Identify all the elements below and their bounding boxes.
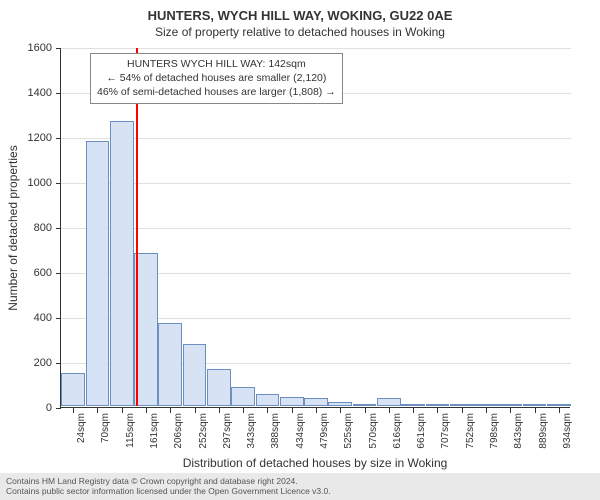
footer-line-1: Contains HM Land Registry data © Crown c… — [6, 476, 594, 487]
histogram-bar — [110, 121, 134, 406]
xtick-mark — [292, 408, 293, 413]
ytick-mark — [56, 318, 61, 319]
xtick-label: 161sqm — [149, 413, 160, 449]
histogram-bar — [231, 387, 255, 406]
histogram-bar — [183, 344, 207, 406]
xtick-label: 297sqm — [222, 413, 233, 449]
ytick-mark — [56, 183, 61, 184]
xtick-label: 206sqm — [173, 413, 184, 449]
xtick-label: 707sqm — [440, 413, 451, 449]
xtick-label: 115sqm — [125, 413, 136, 448]
xtick-label: 70sqm — [100, 413, 111, 443]
histogram-bar — [377, 398, 401, 406]
xtick-label: 661sqm — [416, 413, 427, 449]
xtick-label: 252sqm — [198, 413, 209, 449]
histogram-bar — [474, 404, 498, 406]
xtick-label: 752sqm — [465, 413, 476, 449]
histogram-bar — [158, 323, 182, 406]
ytick-label: 1400 — [0, 87, 52, 99]
xtick-mark — [535, 408, 536, 413]
xtick-mark — [437, 408, 438, 413]
ytick-mark — [56, 48, 61, 49]
xtick-label: 570sqm — [368, 413, 379, 449]
histogram-bar — [426, 404, 450, 406]
xtick-label: 525sqm — [343, 413, 354, 449]
histogram-bar — [256, 394, 280, 406]
footer: Contains HM Land Registry data © Crown c… — [0, 473, 600, 500]
ytick-label: 1000 — [0, 177, 52, 189]
ytick-mark — [56, 138, 61, 139]
histogram-bar — [328, 402, 352, 407]
xtick-mark — [219, 408, 220, 413]
xtick-label: 24sqm — [76, 413, 87, 443]
xtick-mark — [170, 408, 171, 413]
xtick-label: 889sqm — [538, 413, 549, 449]
chart-title: HUNTERS, WYCH HILL WAY, WOKING, GU22 0AE — [0, 0, 600, 23]
xtick-label: 343sqm — [246, 413, 257, 449]
info-line-2: ← 54% of detached houses are smaller (2,… — [97, 71, 336, 85]
xtick-mark — [486, 408, 487, 413]
histogram-bar — [353, 404, 377, 406]
ytick-label: 1200 — [0, 132, 52, 144]
xtick-mark — [146, 408, 147, 413]
ytick-mark — [56, 363, 61, 364]
histogram-bar — [61, 373, 85, 406]
xtick-mark — [510, 408, 511, 413]
footer-line-2: Contains public sector information licen… — [6, 486, 594, 497]
histogram-bar — [547, 404, 571, 406]
info-line-3: 46% of semi-detached houses are larger (… — [97, 85, 336, 99]
ytick-mark — [56, 408, 61, 409]
xtick-mark — [340, 408, 341, 413]
info-box: HUNTERS WYCH HILL WAY: 142sqm ← 54% of d… — [90, 53, 343, 104]
ytick-label: 200 — [0, 357, 52, 369]
xtick-label: 934sqm — [562, 413, 573, 449]
xtick-label: 434sqm — [295, 413, 306, 449]
xtick-mark — [413, 408, 414, 413]
chart-container: HUNTERS, WYCH HILL WAY, WOKING, GU22 0AE… — [0, 0, 600, 500]
histogram-bar — [280, 397, 304, 406]
ytick-mark — [56, 228, 61, 229]
histogram-bar — [304, 398, 328, 406]
xtick-mark — [122, 408, 123, 413]
ytick-label: 600 — [0, 267, 52, 279]
ytick-label: 0 — [0, 402, 52, 414]
ytick-label: 1600 — [0, 42, 52, 54]
histogram-bar — [86, 141, 110, 407]
histogram-bar — [523, 404, 547, 406]
info-line-1: HUNTERS WYCH HILL WAY: 142sqm — [97, 57, 336, 71]
ytick-label: 800 — [0, 222, 52, 234]
histogram-bar — [450, 404, 474, 406]
xtick-mark — [267, 408, 268, 413]
xtick-mark — [316, 408, 317, 413]
xtick-mark — [389, 408, 390, 413]
ytick-mark — [56, 93, 61, 94]
xtick-label: 843sqm — [513, 413, 524, 449]
xtick-mark — [243, 408, 244, 413]
histogram-bar — [498, 404, 522, 406]
chart-area: 24sqm70sqm115sqm161sqm206sqm252sqm297sqm… — [60, 48, 570, 408]
xtick-mark — [97, 408, 98, 413]
ytick-mark — [56, 273, 61, 274]
ytick-label: 400 — [0, 312, 52, 324]
chart-subtitle: Size of property relative to detached ho… — [0, 23, 600, 41]
histogram-bar — [207, 369, 231, 406]
xtick-label: 616sqm — [392, 413, 403, 449]
xtick-mark — [559, 408, 560, 413]
xtick-mark — [462, 408, 463, 413]
x-axis-title: Distribution of detached houses by size … — [60, 456, 570, 470]
xtick-mark — [195, 408, 196, 413]
xtick-mark — [73, 408, 74, 413]
xtick-mark — [365, 408, 366, 413]
xtick-label: 798sqm — [489, 413, 500, 449]
histogram-bar — [401, 404, 425, 406]
xtick-label: 388sqm — [270, 413, 281, 449]
xtick-label: 479sqm — [319, 413, 330, 449]
